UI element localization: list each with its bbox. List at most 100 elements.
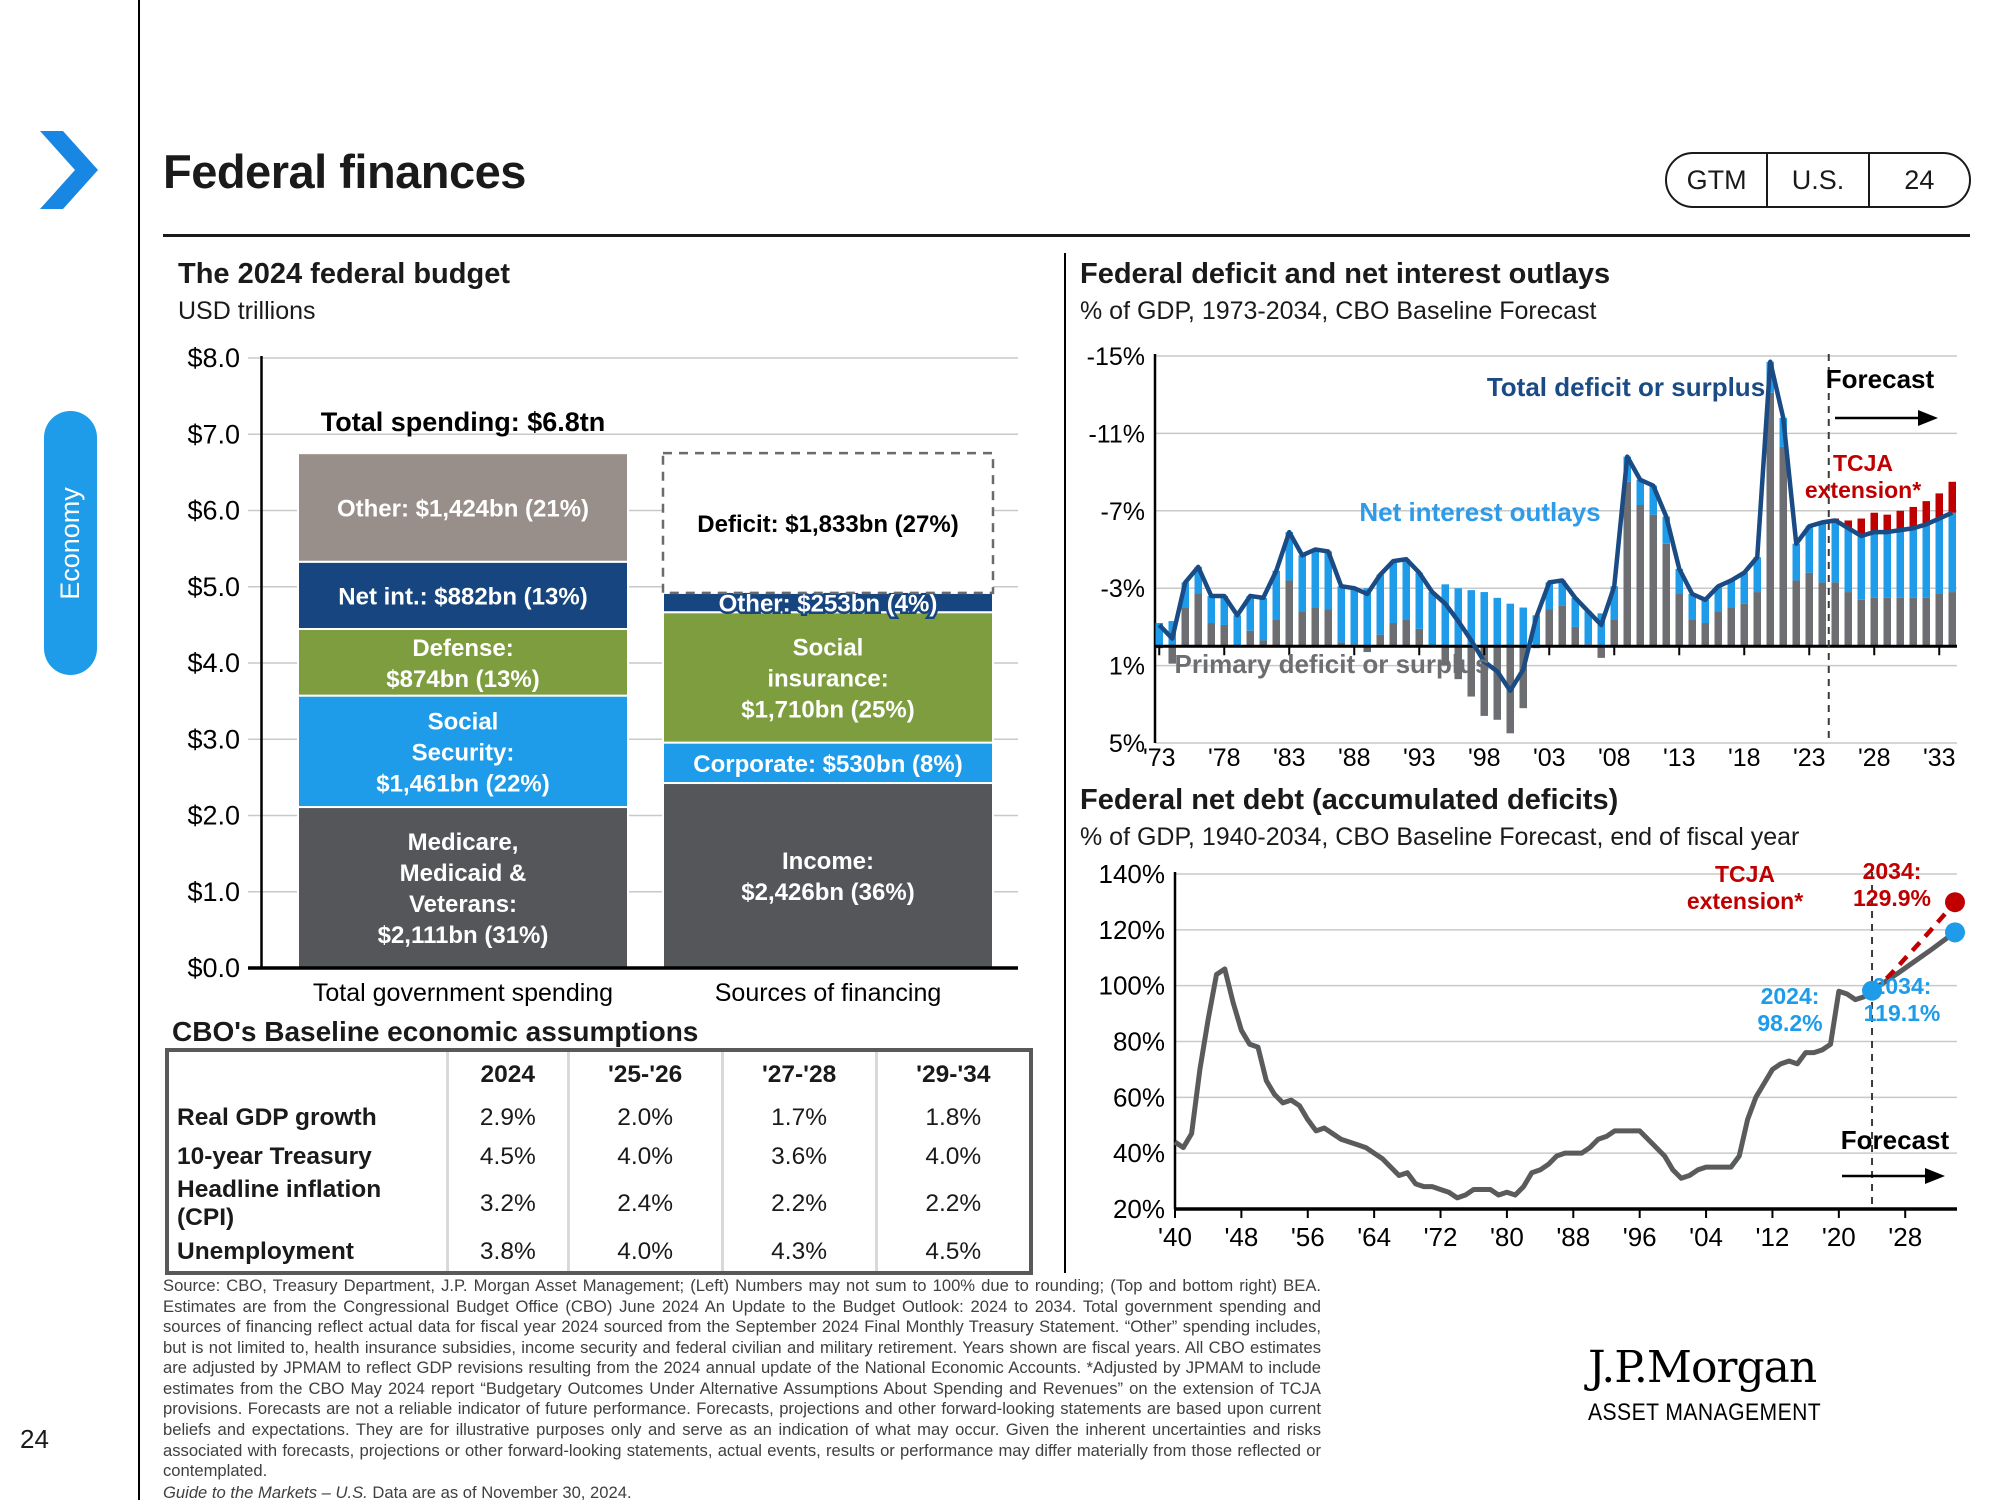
svg-text:Total deficit or surplus: Total deficit or surplus <box>1487 372 1765 402</box>
svg-text:'98: '98 <box>1468 744 1501 768</box>
page-number: 24 <box>20 1424 49 1454</box>
sidebar-tab-label: Economy <box>55 486 85 600</box>
header-25-26: '25-'26 <box>566 1050 723 1098</box>
deficit-chart: -15% -11% -7% -3% 1% 5% '73 '78 '83 '88 '93 '98 '03 '… <box>1080 336 1970 773</box>
svg-text:$5.0: $5.0 <box>187 572 240 602</box>
svg-text:-11%: -11% <box>1088 420 1145 448</box>
column-divider <box>1064 253 1066 1273</box>
svg-text:Total spending: $6.8tn: Total spending: $6.8tn <box>321 407 606 437</box>
badge-gtm: GTM <box>1686 164 1747 195</box>
deficit-chart-subtitle: % of GDP, 1973-2034, CBO Baseline Foreca… <box>1080 297 1597 325</box>
debt-chart-title: Federal net debt (accumulated deficits) <box>1080 784 1619 816</box>
svg-text:'23: '23 <box>1793 744 1826 768</box>
svg-text:TCJA: TCJA <box>1833 450 1893 476</box>
cell: 4.0% <box>874 1137 1031 1176</box>
header-2024: 2024 <box>446 1050 569 1098</box>
badge-region: U.S. <box>1766 154 1867 206</box>
svg-text:Net int.: $882bn (13%): Net int.: $882bn (13%) <box>338 583 587 610</box>
cell: 2.9% <box>446 1098 569 1137</box>
svg-text:Medicaid &: Medicaid & <box>400 860 527 887</box>
budget-chart-title: The 2024 federal budget <box>178 258 510 290</box>
svg-text:'80: '80 <box>1490 1222 1524 1252</box>
cell: 2.0% <box>566 1098 723 1137</box>
deficit-chart-title: Federal deficit and net interest outlays <box>1080 258 1611 290</box>
svg-text:'93: '93 <box>1403 744 1436 768</box>
svg-text:Social: Social <box>793 634 864 661</box>
svg-text:$8.0: $8.0 <box>187 343 240 373</box>
svg-text:119.1%: 119.1% <box>1864 1000 1941 1026</box>
svg-text:20%: 20% <box>1113 1194 1165 1224</box>
gtm-italic: Guide to the Markets – U.S. <box>163 1482 368 1500</box>
svg-text:Medicare,: Medicare, <box>408 829 519 856</box>
left-rail-divider <box>138 0 140 1500</box>
sidebar-tab-economy[interactable]: Economy <box>44 411 97 675</box>
cell: 3.8% <box>446 1232 569 1273</box>
svg-text:5%: 5% <box>1109 730 1145 758</box>
assumptions-table: 2024 '25-'26 '27-'28 '29-'34 Real GDP gr… <box>165 1048 1033 1275</box>
svg-text:'12: '12 <box>1756 1222 1790 1252</box>
svg-text:60%: 60% <box>1113 1082 1165 1112</box>
row-label: 10-year Treasury <box>177 1142 372 1170</box>
svg-text:'13: '13 <box>1663 744 1696 768</box>
source-disclaimer: Source: CBO, Treasury Department, J.P. M… <box>163 1276 1321 1500</box>
svg-text:'40: '40 <box>1158 1222 1192 1252</box>
svg-text:$0.0: $0.0 <box>187 953 240 983</box>
svg-text:Corporate: $530bn (8%): Corporate: $530bn (8%) <box>693 751 962 778</box>
svg-text:'28: '28 <box>1888 1222 1922 1252</box>
cell: 4.0% <box>566 1232 723 1273</box>
svg-text:insurance:: insurance: <box>767 665 888 692</box>
svg-text:'04: '04 <box>1689 1222 1723 1252</box>
gtm-rest: Data are as of November 30, 2024. <box>367 1482 632 1500</box>
svg-text:129.9%: 129.9% <box>1853 885 1931 911</box>
svg-text:-7%: -7% <box>1101 498 1145 526</box>
cell: 2.4% <box>566 1176 723 1232</box>
svg-text:extension*: extension* <box>1687 888 1803 914</box>
cell: 1.8% <box>874 1098 1031 1137</box>
svg-text:Net interest outlays: Net interest outlays <box>1359 497 1600 527</box>
svg-text:140%: 140% <box>1099 859 1166 889</box>
svg-text:Total government spending: Total government spending <box>313 979 613 1007</box>
budget-chart: $0.0 $1.0 $2.0 $3.0 $4.0 $5.0 $6.0 $7.0 $8.0 Medi… <box>148 338 1033 1023</box>
disclaimer-text: Source: CBO, Treasury Department, J.P. M… <box>163 1276 1321 1481</box>
svg-text:'64: '64 <box>1357 1222 1391 1252</box>
svg-text:'48: '48 <box>1224 1222 1258 1252</box>
cell: 4.5% <box>446 1137 569 1176</box>
svg-text:TCJA: TCJA <box>1715 861 1775 887</box>
table-row: Headline inflation (CPI) 3.2% 2.4% 2.2% … <box>167 1176 1031 1232</box>
svg-text:Security:: Security: <box>412 739 515 766</box>
svg-text:98.2%: 98.2% <box>1757 1010 1822 1036</box>
svg-text:$874bn (13%): $874bn (13%) <box>386 666 539 693</box>
svg-text:Primary deficit or surplus: Primary deficit or surplus <box>1175 649 1490 679</box>
budget-chart-svg: $0.0 $1.0 $2.0 $3.0 $4.0 $5.0 $6.0 $7.0 $8.0 Medi… <box>187 343 1018 1007</box>
svg-text:Other: $253bn (4%): Other: $253bn (4%) <box>719 591 938 618</box>
svg-text:'78: '78 <box>1208 744 1241 768</box>
cell: 1.7% <box>720 1098 877 1137</box>
svg-text:'20: '20 <box>1822 1222 1856 1252</box>
svg-text:'28: '28 <box>1858 744 1891 768</box>
svg-text:Forecast: Forecast <box>1826 364 1935 394</box>
gtm-data-line: Guide to the Markets – U.S. Data are as … <box>163 1483 1321 1500</box>
svg-text:$7.0: $7.0 <box>187 419 240 449</box>
cell: 4.5% <box>874 1232 1031 1273</box>
debt-chart-subtitle: % of GDP, 1940-2034, CBO Baseline Foreca… <box>1080 823 1800 851</box>
svg-text:$3.0: $3.0 <box>187 724 240 754</box>
svg-text:'88: '88 <box>1338 744 1371 768</box>
svg-text:'08: '08 <box>1598 744 1631 768</box>
svg-text:'18: '18 <box>1728 744 1761 768</box>
svg-text:2024:: 2024: <box>1761 983 1820 1009</box>
jpmorgan-logo: J.P.Morgan ASSET MANAGEMENT <box>1588 1342 1968 1427</box>
table-row: Unemployment 3.8% 4.0% 4.3% 4.5% <box>167 1232 1031 1273</box>
assumptions-table-title: CBO's Baseline economic assumptions <box>172 1016 699 1047</box>
logo-name: J.P.Morgan <box>1588 1342 1817 1393</box>
svg-text:'03: '03 <box>1533 744 1566 768</box>
table-row: Real GDP growth 2.9% 2.0% 1.7% 1.8% <box>167 1098 1031 1137</box>
svg-text:'73: '73 <box>1143 744 1176 768</box>
svg-text:Social: Social <box>428 708 499 735</box>
table-header-row: 2024 '25-'26 '27-'28 '29-'34 <box>167 1050 1031 1098</box>
svg-text:-3%: -3% <box>1101 575 1145 603</box>
svg-text:40%: 40% <box>1113 1138 1165 1168</box>
page-title: Federal finances <box>163 145 526 198</box>
header-27-28: '27-'28 <box>720 1050 877 1098</box>
svg-text:120%: 120% <box>1099 915 1166 945</box>
svg-text:'33: '33 <box>1923 744 1956 768</box>
